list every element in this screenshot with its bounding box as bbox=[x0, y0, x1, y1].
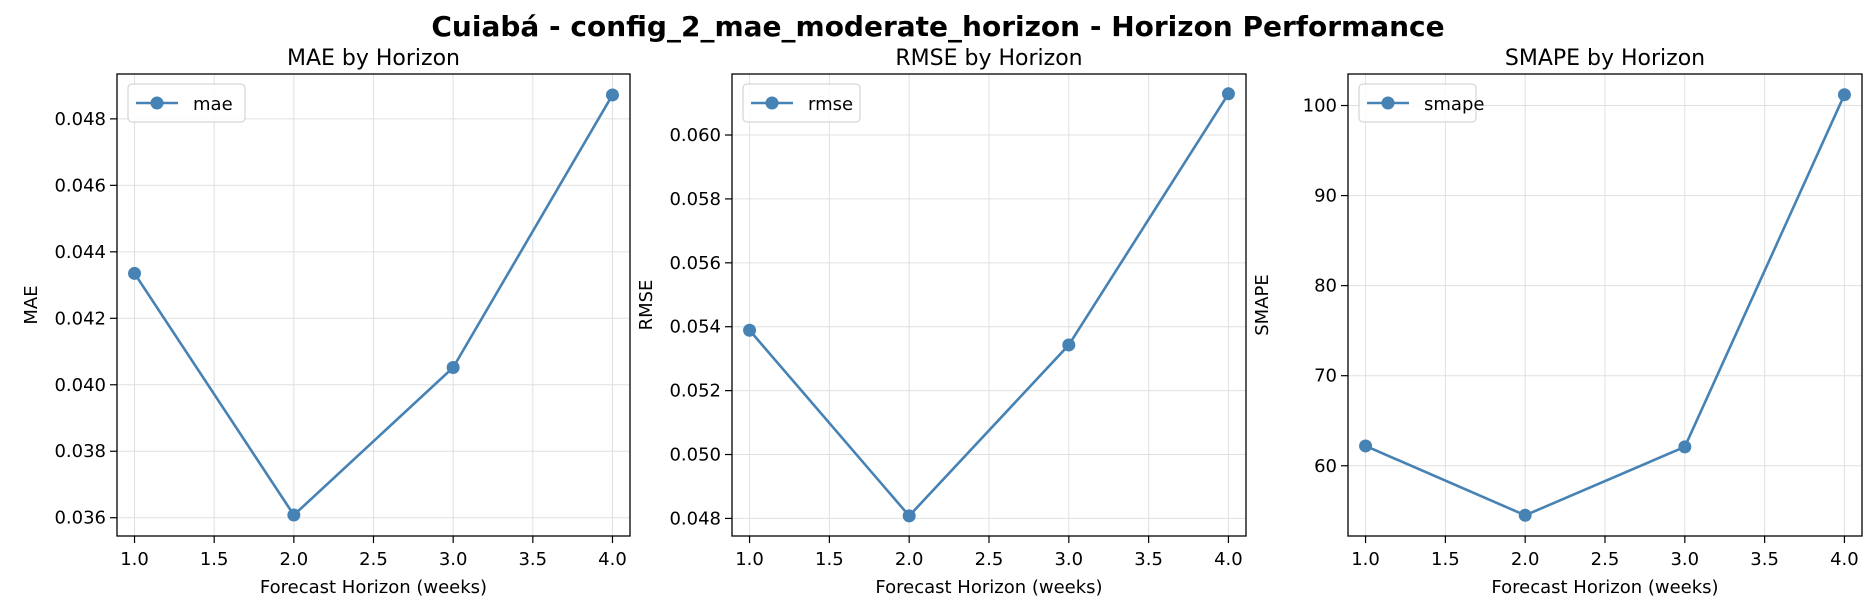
data-point bbox=[128, 266, 142, 280]
x-tick-label: 3.5 bbox=[518, 549, 547, 570]
data-point bbox=[1518, 508, 1532, 522]
x-tick-label: 2.5 bbox=[359, 549, 388, 570]
x-axis-label: Forecast Horizon (weeks) bbox=[875, 577, 1102, 598]
y-tick-label: 0.044 bbox=[54, 242, 106, 263]
y-tick-label: 90 bbox=[1314, 186, 1337, 207]
x-tick-label: 2.5 bbox=[975, 549, 1004, 570]
x-tick-label: 2.0 bbox=[1511, 549, 1540, 570]
y-tick-label: 0.046 bbox=[54, 175, 106, 196]
y-tick-label: 0.048 bbox=[54, 109, 106, 130]
data-point bbox=[1678, 440, 1692, 454]
y-tick-label: 0.058 bbox=[669, 189, 721, 210]
legend-box bbox=[742, 83, 861, 123]
y-tick-label: 0.060 bbox=[669, 125, 721, 146]
x-tick-label: 1.0 bbox=[1351, 549, 1380, 570]
subplot-3: 1.0 1.5 2.0 2.5 3.0 3.5 4.0 60 70 80 90 100 SMAPE by… bbox=[1252, 46, 1863, 598]
y-tick-label: 80 bbox=[1314, 276, 1337, 297]
plot-frame bbox=[116, 73, 631, 537]
data-point bbox=[287, 508, 301, 522]
y-tick-label: 0.056 bbox=[669, 253, 721, 274]
data-point bbox=[1359, 439, 1373, 453]
plot-frame bbox=[731, 73, 1247, 537]
subplot-title: RMSE by Horizon bbox=[895, 46, 1082, 71]
x-tick-label: 1.0 bbox=[735, 549, 764, 570]
data-point bbox=[1221, 87, 1235, 101]
x-tick-label: 3.0 bbox=[1054, 549, 1083, 570]
series-line-mae bbox=[133, 94, 614, 517]
legend-box bbox=[127, 83, 246, 123]
subplot-title: SMAPE by Horizon bbox=[1505, 46, 1705, 71]
subplot-title: MAE by Horizon bbox=[287, 46, 460, 71]
data-point bbox=[605, 88, 619, 102]
y-tick-label: 0.048 bbox=[669, 508, 721, 529]
x-axis-label: Forecast Horizon (weeks) bbox=[1491, 577, 1718, 598]
x-tick-label: 1.5 bbox=[200, 549, 229, 570]
subplot-2: 1.0 1.5 2.0 2.5 3.0 3.5 4.0 0.048 0.050 0.052 0.05… bbox=[636, 46, 1247, 598]
legend-label: mae bbox=[193, 94, 233, 115]
x-tick-label: 4.0 bbox=[1830, 549, 1859, 570]
legend-marker bbox=[765, 96, 779, 110]
data-point bbox=[446, 360, 460, 374]
y-axis-label: SMAPE bbox=[1252, 274, 1273, 336]
figure-title: Cuiabá - config_2_mae_moderate_horizon -… bbox=[431, 10, 1445, 43]
x-tick-label: 4.0 bbox=[1214, 549, 1243, 570]
series-line-rmse bbox=[748, 93, 1230, 518]
x-tick-label: 3.5 bbox=[1134, 549, 1163, 570]
data-point bbox=[1062, 338, 1076, 352]
y-tick-label: 70 bbox=[1314, 366, 1337, 387]
legend-marker bbox=[150, 96, 164, 110]
y-tick-label: 60 bbox=[1314, 456, 1337, 477]
y-axis-label: MAE bbox=[21, 285, 42, 324]
legend-box bbox=[1358, 83, 1477, 123]
x-tick-label: 2.5 bbox=[1591, 549, 1620, 570]
x-tick-label: 1.5 bbox=[1431, 549, 1460, 570]
x-tick-label: 1.5 bbox=[815, 549, 844, 570]
x-tick-label: 2.0 bbox=[895, 549, 924, 570]
y-tick-label: 0.036 bbox=[54, 508, 106, 529]
legend-label: rmse bbox=[808, 94, 853, 115]
series-line-smape bbox=[1365, 94, 1846, 517]
y-axis-label: RMSE bbox=[636, 280, 657, 331]
data-point bbox=[743, 323, 757, 337]
x-tick-label: 3.0 bbox=[1670, 549, 1699, 570]
y-tick-label: 0.042 bbox=[54, 308, 106, 329]
y-tick-label: 0.038 bbox=[54, 441, 106, 462]
x-tick-label: 3.5 bbox=[1750, 549, 1779, 570]
legend-marker bbox=[1381, 96, 1395, 110]
subplot-1: 1.0 1.5 2.0 2.5 3.0 3.5 4.0 0.036 0.038 0.040 0.04… bbox=[21, 46, 631, 598]
x-tick-label: 4.0 bbox=[598, 549, 627, 570]
y-tick-label: 100 bbox=[1303, 96, 1337, 117]
legend-label: smape bbox=[1424, 94, 1484, 115]
data-point bbox=[1837, 88, 1851, 102]
x-axis-label: Forecast Horizon (weeks) bbox=[260, 577, 487, 598]
x-tick-label: 1.0 bbox=[120, 549, 149, 570]
x-tick-label: 3.0 bbox=[439, 549, 468, 570]
plot-frame bbox=[1347, 73, 1863, 537]
y-tick-label: 0.040 bbox=[54, 375, 106, 396]
x-tick-label: 2.0 bbox=[280, 549, 309, 570]
y-tick-label: 0.052 bbox=[669, 381, 721, 402]
y-tick-label: 0.050 bbox=[669, 445, 721, 466]
y-tick-label: 0.054 bbox=[669, 317, 721, 338]
data-point bbox=[902, 509, 916, 523]
